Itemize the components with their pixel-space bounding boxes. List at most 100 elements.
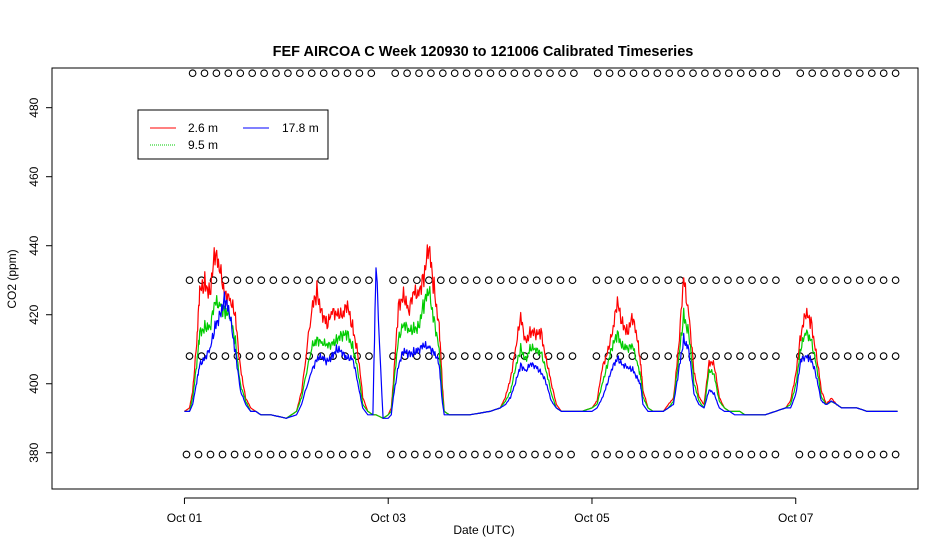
flag-marker: [350, 450, 359, 459]
flag-marker: [772, 276, 780, 285]
flag-marker: [867, 352, 876, 360]
flag-marker: [484, 352, 493, 360]
flag-marker: [447, 450, 455, 459]
flag-marker: [771, 450, 780, 459]
flag-marker: [591, 450, 599, 459]
flag-marker: [675, 450, 684, 459]
x-axis: Oct 01 Oct 03 Oct 05 Oct 07: [167, 497, 814, 525]
flag-marker: [200, 69, 209, 78]
flag-marker: [556, 276, 565, 285]
flag-marker: [448, 276, 457, 285]
flag-marker: [281, 276, 290, 285]
flag-marker: [615, 450, 624, 459]
legend-label-2-6m: 2.6 m: [188, 121, 218, 135]
flag-marker: [891, 69, 900, 78]
flag-marker: [748, 352, 756, 360]
flag-marker: [448, 352, 457, 360]
flag-marker: [508, 276, 517, 285]
flag-marker: [844, 69, 852, 78]
flag-marker: [362, 450, 371, 459]
flag-marker: [879, 276, 888, 285]
flag-marker: [700, 276, 708, 285]
flag-marker: [640, 352, 649, 360]
flag-marker: [629, 69, 638, 78]
flag-marker: [843, 352, 852, 360]
flag-marker: [531, 450, 539, 459]
flag-marker: [712, 352, 720, 360]
y-tick-label: 480: [27, 97, 41, 117]
flag-marker: [532, 352, 541, 360]
flag-marker: [245, 352, 254, 360]
flag-marker: [272, 69, 280, 78]
flag-marker: [641, 69, 650, 78]
flag-marker: [365, 276, 373, 285]
flag-marker: [355, 69, 364, 78]
legend-box: [137, 109, 329, 160]
flag-marker: [534, 69, 542, 78]
flag-marker: [831, 276, 840, 285]
flag-marker: [855, 276, 864, 285]
flag-marker: [206, 450, 215, 459]
flag-marker: [627, 450, 636, 459]
flag-marker: [760, 276, 768, 285]
flag-marker: [617, 69, 626, 78]
y-tick-label: 400: [27, 373, 41, 393]
flag-marker: [652, 352, 661, 360]
flag-marker: [460, 276, 469, 285]
flag-marker: [568, 352, 577, 360]
flag-marker: [867, 69, 876, 78]
x-tick-label: Oct 07: [778, 511, 814, 525]
flag-marker: [293, 352, 302, 360]
flag-marker: [760, 352, 768, 360]
flag-marker: [398, 450, 407, 459]
flag-marker: [712, 276, 720, 285]
flag-marker: [772, 352, 780, 360]
flag-marker: [507, 450, 515, 459]
flag-marker: [819, 450, 828, 459]
flag-marker: [317, 276, 326, 285]
flag-marker: [248, 69, 257, 78]
flag-marker: [820, 69, 828, 78]
flag-marker: [891, 276, 900, 285]
legend: 2.6 m 9.5 m 17.8 m: [137, 109, 329, 160]
flag-marker: [843, 276, 852, 285]
flag-marker: [401, 276, 409, 285]
flag-marker: [558, 69, 566, 78]
flag-marker: [305, 276, 314, 285]
flag-marker: [819, 276, 828, 285]
flag-marker: [748, 276, 756, 285]
flag-marker: [699, 450, 708, 459]
flag-marker: [307, 69, 316, 78]
flag-marker: [224, 69, 233, 78]
flag-marker: [796, 276, 804, 285]
flag-marker: [472, 352, 481, 360]
flag-marker: [278, 450, 287, 459]
flag-marker: [879, 450, 888, 459]
flag-marker: [796, 69, 805, 78]
flag-marker: [233, 276, 242, 285]
flag-marker: [532, 276, 541, 285]
flag-marker: [197, 352, 206, 360]
flag-marker: [329, 352, 337, 360]
flag-marker: [182, 450, 191, 459]
flag-marker: [616, 276, 625, 285]
flag-marker: [520, 276, 529, 285]
flag-marker: [701, 69, 709, 78]
flag-marker: [508, 352, 517, 360]
series-layer: [184, 244, 898, 419]
flag-marker: [295, 69, 304, 78]
flag-marker: [269, 352, 278, 360]
flag-marker: [760, 69, 769, 78]
flag-marker: [484, 276, 493, 285]
y-tick-label: 420: [27, 304, 41, 324]
flag-marker: [254, 450, 263, 459]
flag-marker: [652, 276, 661, 285]
flag-marker: [592, 352, 601, 360]
flag-marker: [425, 352, 433, 360]
flag-marker: [290, 450, 299, 459]
flag-marker: [367, 69, 376, 78]
flag-marker: [724, 69, 733, 78]
flag-marker: [567, 450, 575, 459]
